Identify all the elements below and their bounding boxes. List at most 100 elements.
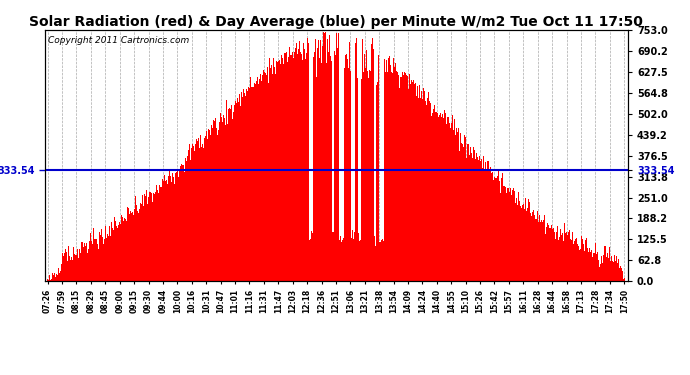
Bar (190, 160, 191, 281)
Bar (241, 92, 242, 281)
Bar (49, 275, 50, 281)
Bar (237, 98, 238, 281)
Bar (608, 258, 609, 281)
Bar (277, 62, 278, 281)
Bar (282, 58, 283, 281)
Bar (610, 261, 611, 281)
Bar (522, 205, 523, 281)
Bar (156, 185, 157, 281)
Bar (334, 51, 335, 281)
Bar (106, 237, 107, 281)
Bar (250, 87, 252, 281)
Bar (433, 109, 434, 281)
Bar (139, 209, 140, 281)
Bar (71, 257, 72, 281)
Bar (501, 178, 502, 281)
Bar (417, 88, 418, 281)
Bar (523, 204, 524, 281)
Bar (178, 177, 179, 281)
Bar (511, 195, 512, 281)
Bar (210, 135, 211, 281)
Bar (358, 232, 359, 281)
Bar (609, 248, 610, 281)
Bar (601, 256, 602, 281)
Bar (593, 251, 595, 281)
Bar (188, 150, 189, 281)
Bar (209, 129, 210, 281)
Bar (543, 220, 544, 281)
Bar (108, 241, 110, 281)
Bar (89, 241, 90, 281)
Bar (443, 118, 444, 281)
Bar (95, 238, 96, 281)
Bar (153, 193, 155, 281)
Bar (119, 231, 121, 281)
Bar (201, 147, 202, 281)
Bar (221, 117, 222, 281)
Bar (208, 129, 209, 281)
Bar (104, 240, 105, 281)
Bar (567, 235, 568, 281)
Bar (199, 148, 200, 281)
Bar (63, 253, 65, 281)
Bar (255, 84, 256, 281)
Bar (100, 235, 101, 281)
Bar (215, 118, 216, 281)
Bar (174, 184, 175, 281)
Bar (620, 266, 621, 281)
Bar (136, 205, 137, 281)
Bar (142, 195, 144, 281)
Text: Copyright 2011 Cartronics.com: Copyright 2011 Cartronics.com (48, 36, 189, 45)
Bar (145, 196, 146, 281)
Bar (453, 130, 454, 281)
Bar (116, 226, 117, 281)
Bar (580, 249, 581, 281)
Bar (257, 78, 258, 281)
Bar (147, 204, 148, 281)
Bar (410, 84, 411, 281)
Bar (372, 38, 373, 281)
Bar (464, 135, 465, 281)
Bar (548, 225, 549, 281)
Bar (238, 102, 239, 281)
Bar (515, 198, 517, 281)
Bar (110, 236, 111, 281)
Bar (54, 280, 55, 281)
Bar (596, 254, 598, 281)
Bar (312, 233, 313, 281)
Bar (248, 87, 249, 281)
Bar (518, 192, 520, 281)
Bar (206, 139, 208, 281)
Bar (112, 228, 113, 281)
Bar (193, 146, 194, 281)
Bar (568, 232, 569, 281)
Bar (607, 253, 608, 281)
Bar (310, 239, 311, 281)
Bar (166, 180, 167, 281)
Bar (267, 67, 268, 281)
Bar (477, 157, 478, 281)
Bar (398, 75, 400, 281)
Bar (623, 279, 624, 281)
Bar (437, 117, 439, 281)
Bar (401, 77, 402, 281)
Bar (469, 154, 470, 281)
Bar (289, 47, 290, 281)
Bar (602, 255, 604, 281)
Bar (587, 248, 588, 281)
Bar (197, 141, 199, 281)
Bar (94, 238, 95, 281)
Bar (196, 139, 197, 281)
Bar (489, 171, 490, 281)
Bar (247, 91, 248, 281)
Bar (333, 232, 334, 281)
Bar (346, 54, 347, 281)
Bar (236, 104, 237, 281)
Bar (456, 128, 457, 281)
Bar (590, 252, 591, 281)
Bar (457, 132, 458, 281)
Bar (354, 231, 355, 281)
Bar (152, 195, 153, 281)
Bar (259, 79, 260, 281)
Bar (377, 82, 378, 281)
